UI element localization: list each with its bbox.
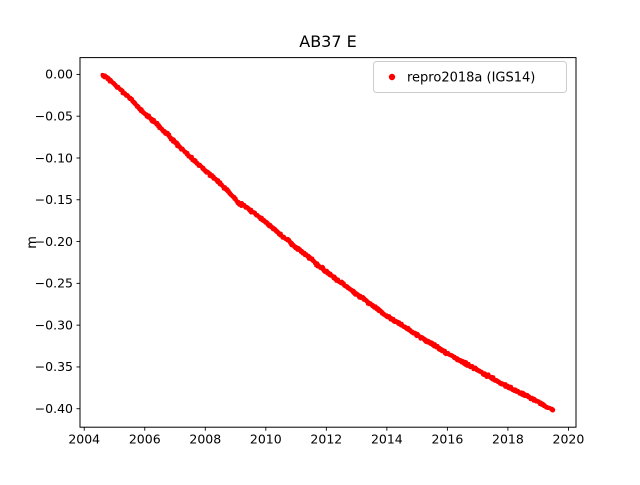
x-tick-label: 2014 bbox=[371, 432, 403, 447]
legend-label: repro2018a (IGS14) bbox=[407, 71, 535, 86]
x-tick-label: 2020 bbox=[553, 432, 585, 447]
x-tick-label: 2004 bbox=[68, 432, 100, 447]
x-tick-label: 2006 bbox=[129, 432, 161, 447]
x-tick-label: 2012 bbox=[310, 432, 342, 447]
chart-title: AB37 E bbox=[299, 32, 356, 51]
y-tick-label: 0.00 bbox=[45, 67, 73, 82]
y-tick-label: −0.35 bbox=[35, 359, 73, 374]
y-tick-label: −0.40 bbox=[35, 401, 73, 416]
legend-frame bbox=[373, 61, 567, 93]
plot-frame bbox=[79, 57, 577, 428]
y-tick-label: −0.05 bbox=[35, 108, 73, 123]
y-tick-label: −0.30 bbox=[35, 317, 73, 332]
axes-layer: 2004 2006 2008 2010 2012 2014 2016 2018 2020 0.00… bbox=[35, 57, 585, 447]
y-tick-label: −0.15 bbox=[35, 192, 73, 207]
y-tick-label: −0.10 bbox=[35, 150, 73, 165]
y-tick-label: −0.25 bbox=[35, 276, 73, 291]
scatter-series bbox=[100, 72, 556, 413]
x-tick-label: 2018 bbox=[492, 432, 524, 447]
plot-area-background bbox=[80, 57, 576, 428]
y-tick-label: −0.20 bbox=[35, 234, 73, 249]
x-tick-label: 2016 bbox=[431, 432, 463, 447]
x-tick-label: 2010 bbox=[250, 432, 282, 447]
legend-marker-icon bbox=[388, 73, 396, 81]
legend: repro2018a (IGS14) bbox=[373, 61, 567, 93]
x-tick-label: 2008 bbox=[189, 432, 221, 447]
data-points-layer bbox=[100, 72, 556, 413]
y-axis-label: m bbox=[25, 236, 40, 249]
